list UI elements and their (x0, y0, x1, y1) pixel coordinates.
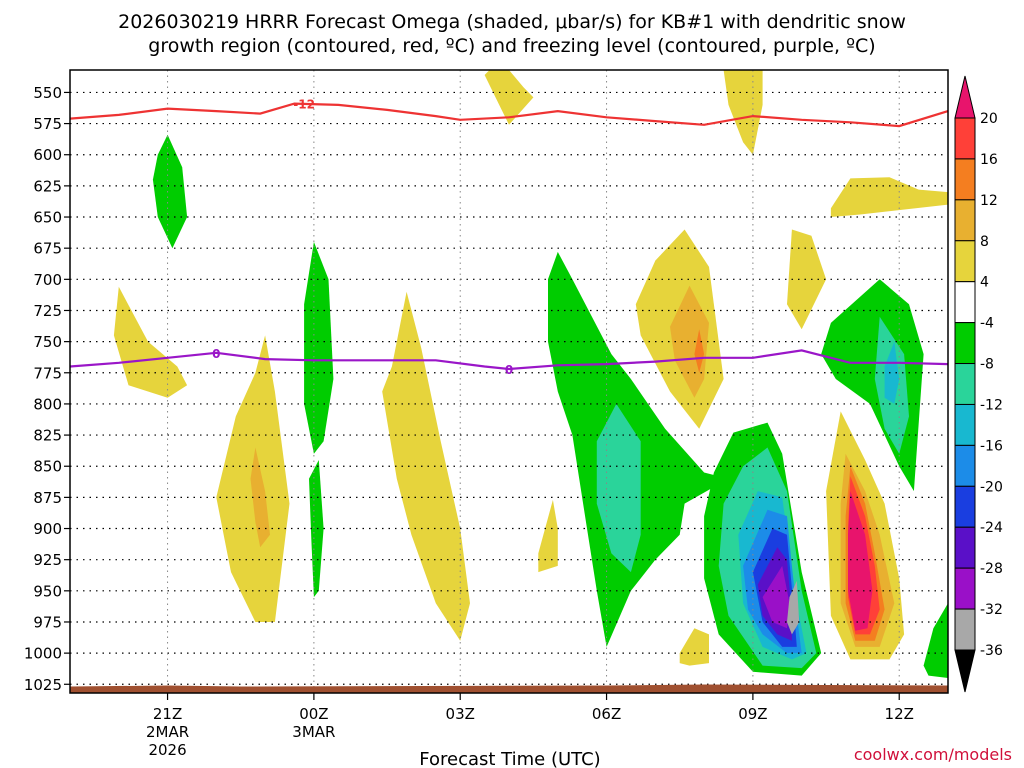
colorbar-bottom-arrow (954, 649, 976, 693)
colorbar-label--20: -20 (980, 479, 1003, 495)
omega-region-2 (250, 447, 270, 548)
omega-shading (113, 70, 948, 678)
y-tick-label-750: 750 (33, 333, 62, 351)
omega-region-12 (679, 628, 709, 666)
colorbar-label-12: 12 (980, 193, 998, 209)
chart-title-line2: growth region (contoured, red, ºC) and f… (148, 35, 875, 57)
y-tick-label-950: 950 (33, 582, 62, 600)
x-tick-label-03Z: 03Z (446, 705, 475, 723)
y-tick-label-800: 800 (33, 395, 62, 413)
x-tick-label-00Z: 00Z (299, 705, 328, 723)
colorbar-label--8: -8 (980, 357, 994, 373)
omega-region-11 (830, 177, 948, 217)
x-tick-label-09Z: 09Z (738, 705, 767, 723)
y-tick-label-775: 775 (33, 364, 62, 382)
colorbar-top-arrow (954, 75, 976, 119)
omega-region-25 (596, 403, 641, 573)
colorbar-label-4: 4 (980, 275, 989, 291)
colorbar-label--32: -32 (980, 602, 1003, 618)
colorbar-swatch-6 (954, 363, 976, 405)
colorbar-swatch-9 (954, 485, 976, 528)
y-axis: 550 575 600 625 650 675 700 725 750 775 800 825 850 8… (24, 84, 70, 694)
omega-region-8 (694, 329, 705, 373)
colorbar-label--4: -4 (980, 316, 994, 332)
colorbar-label-16: 16 (980, 152, 998, 168)
y-tick-label-650: 650 (33, 209, 62, 227)
terrain-fill (70, 684, 948, 693)
x-tick-sublabel-21Z-0: 2MAR (146, 723, 189, 741)
y-tick-label-925: 925 (33, 551, 62, 569)
y-tick-label-1000: 1000 (24, 645, 62, 663)
colorbar-label--16: -16 (980, 438, 1003, 454)
y-tick-label-825: 825 (33, 427, 62, 445)
colorbar-label--28: -28 (980, 561, 1003, 577)
omega-region-29 (884, 341, 900, 404)
omega-region-10 (787, 229, 827, 330)
omega-region-20 (309, 460, 324, 598)
contour-label-0-0: 0 (212, 347, 220, 361)
y-tick-label-1025: 1025 (24, 676, 62, 694)
y-tick-label-675: 675 (33, 240, 62, 258)
x-axis-label: Forecast Time (UTC) (419, 749, 600, 768)
y-tick-label-575: 575 (33, 115, 62, 133)
omega-region-0 (113, 286, 188, 398)
omega-region-9 (723, 70, 763, 155)
colorbar-swatch-4 (954, 281, 976, 324)
colorbar-swatch-10 (954, 526, 976, 569)
contour-line-0 (70, 349, 948, 371)
plot-area (70, 70, 948, 693)
colorbar-swatch-1 (954, 158, 976, 201)
colorbar-swatch-11 (954, 567, 976, 610)
colorbar-label--24: -24 (980, 520, 1003, 536)
contour-lines: -12 0 0 (70, 98, 948, 377)
x-tick-label-06Z: 06Z (592, 705, 621, 723)
y-tick-label-625: 625 (33, 177, 62, 195)
contour-label-0-1: 0 (505, 363, 513, 377)
colorbar-label-20: 20 (980, 111, 998, 127)
y-tick-label-850: 850 (33, 458, 62, 476)
x-tick-label-12Z: 12Z (885, 705, 914, 723)
colorbar-swatch-2 (954, 199, 976, 242)
colorbar-swatch-8 (954, 444, 976, 487)
omega-region-18 (152, 134, 188, 249)
colorbar-swatch-3 (954, 240, 976, 283)
terrain (70, 684, 948, 693)
colorbar: 20 16 12 8 4 -4 -8 -12 -16 -20 -24 -28 -32 -36 (954, 75, 1003, 693)
y-tick-label-875: 875 (33, 489, 62, 507)
colorbar-swatch-7 (954, 403, 976, 446)
omega-region-34 (787, 580, 800, 635)
colorbar-label--36: -36 (980, 643, 1003, 659)
y-tick-label-900: 900 (33, 520, 62, 538)
plot-frame (69, 69, 949, 694)
x-tick-sublabel-00Z-0: 3MAR (292, 723, 335, 741)
omega-region-19 (304, 241, 334, 454)
x-tick-sublabel-21Z-1: 2026 (148, 741, 186, 759)
colorbar-swatch-5 (954, 322, 976, 365)
colorbar-label-8: 8 (980, 234, 989, 250)
colorbar-swatch-12 (954, 608, 976, 651)
y-tick-label-550: 550 (33, 84, 62, 102)
omega-region-3 (382, 291, 470, 641)
contour-label--12-0: -12 (293, 98, 315, 112)
credit-text: coolwx.com/models (854, 745, 1012, 764)
chart-title-line1: 2026030219 HRRR Forecast Omega (shaded, … (118, 11, 906, 33)
colorbar-label--12: -12 (980, 397, 1003, 413)
omega-region-4 (484, 70, 534, 125)
colorbar-swatch-0 (954, 117, 976, 160)
y-tick-label-975: 975 (33, 613, 62, 631)
contour-line--12 (70, 102, 948, 128)
x-tick-label-21Z: 21Z (153, 705, 182, 723)
y-tick-label-600: 600 (33, 146, 62, 164)
omega-region-33 (762, 565, 790, 629)
omega-region-5 (538, 499, 558, 573)
omega-region-17 (848, 491, 873, 631)
y-tick-label-725: 725 (33, 302, 62, 320)
y-tick-label-700: 700 (33, 271, 62, 289)
